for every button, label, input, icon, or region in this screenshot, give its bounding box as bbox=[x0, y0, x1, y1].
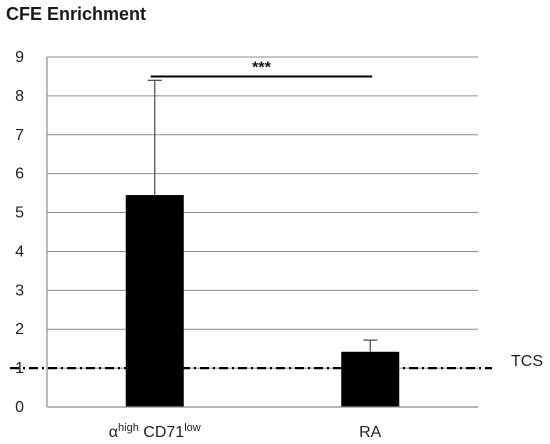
x-category-label: αhigh CD71low bbox=[109, 422, 201, 441]
y-tick-label: 0 bbox=[15, 399, 24, 416]
y-tick-label: 9 bbox=[15, 49, 24, 66]
y-tick-label: 3 bbox=[15, 282, 24, 299]
bar bbox=[125, 195, 184, 407]
significance-label: *** bbox=[252, 59, 271, 76]
x-axis-labels: αhigh CD71low RA bbox=[109, 422, 382, 441]
gridlines bbox=[47, 56, 478, 369]
y-tick-label: 6 bbox=[15, 166, 24, 183]
x-category-superscript: high bbox=[118, 422, 139, 434]
y-tick-label: 5 bbox=[15, 205, 24, 222]
x-category-text: α bbox=[109, 424, 118, 441]
bar bbox=[341, 351, 400, 407]
reference-line-group: TCS bbox=[10, 353, 543, 370]
x-category-text: RA bbox=[359, 424, 382, 441]
y-tick-label: 2 bbox=[15, 321, 24, 338]
x-category-superscript: low bbox=[184, 422, 201, 434]
y-axis-ticks: 0 1 2 3 4 5 6 7 8 9 bbox=[15, 49, 24, 416]
y-tick-label: 7 bbox=[15, 127, 24, 144]
x-category-label: RA bbox=[359, 424, 382, 441]
y-tick-label: 8 bbox=[15, 88, 24, 105]
chart-title: CFE Enrichment bbox=[6, 4, 146, 24]
reference-line-label: TCS bbox=[511, 353, 543, 370]
x-category-text: CD71 bbox=[139, 424, 184, 441]
y-tick-label: 4 bbox=[15, 243, 24, 260]
axes-group bbox=[46, 57, 478, 408]
error-bars-group bbox=[147, 79, 378, 352]
bars-group bbox=[125, 195, 400, 407]
y-tick-label: 1 bbox=[15, 360, 24, 377]
significance-group: *** bbox=[150, 59, 373, 78]
